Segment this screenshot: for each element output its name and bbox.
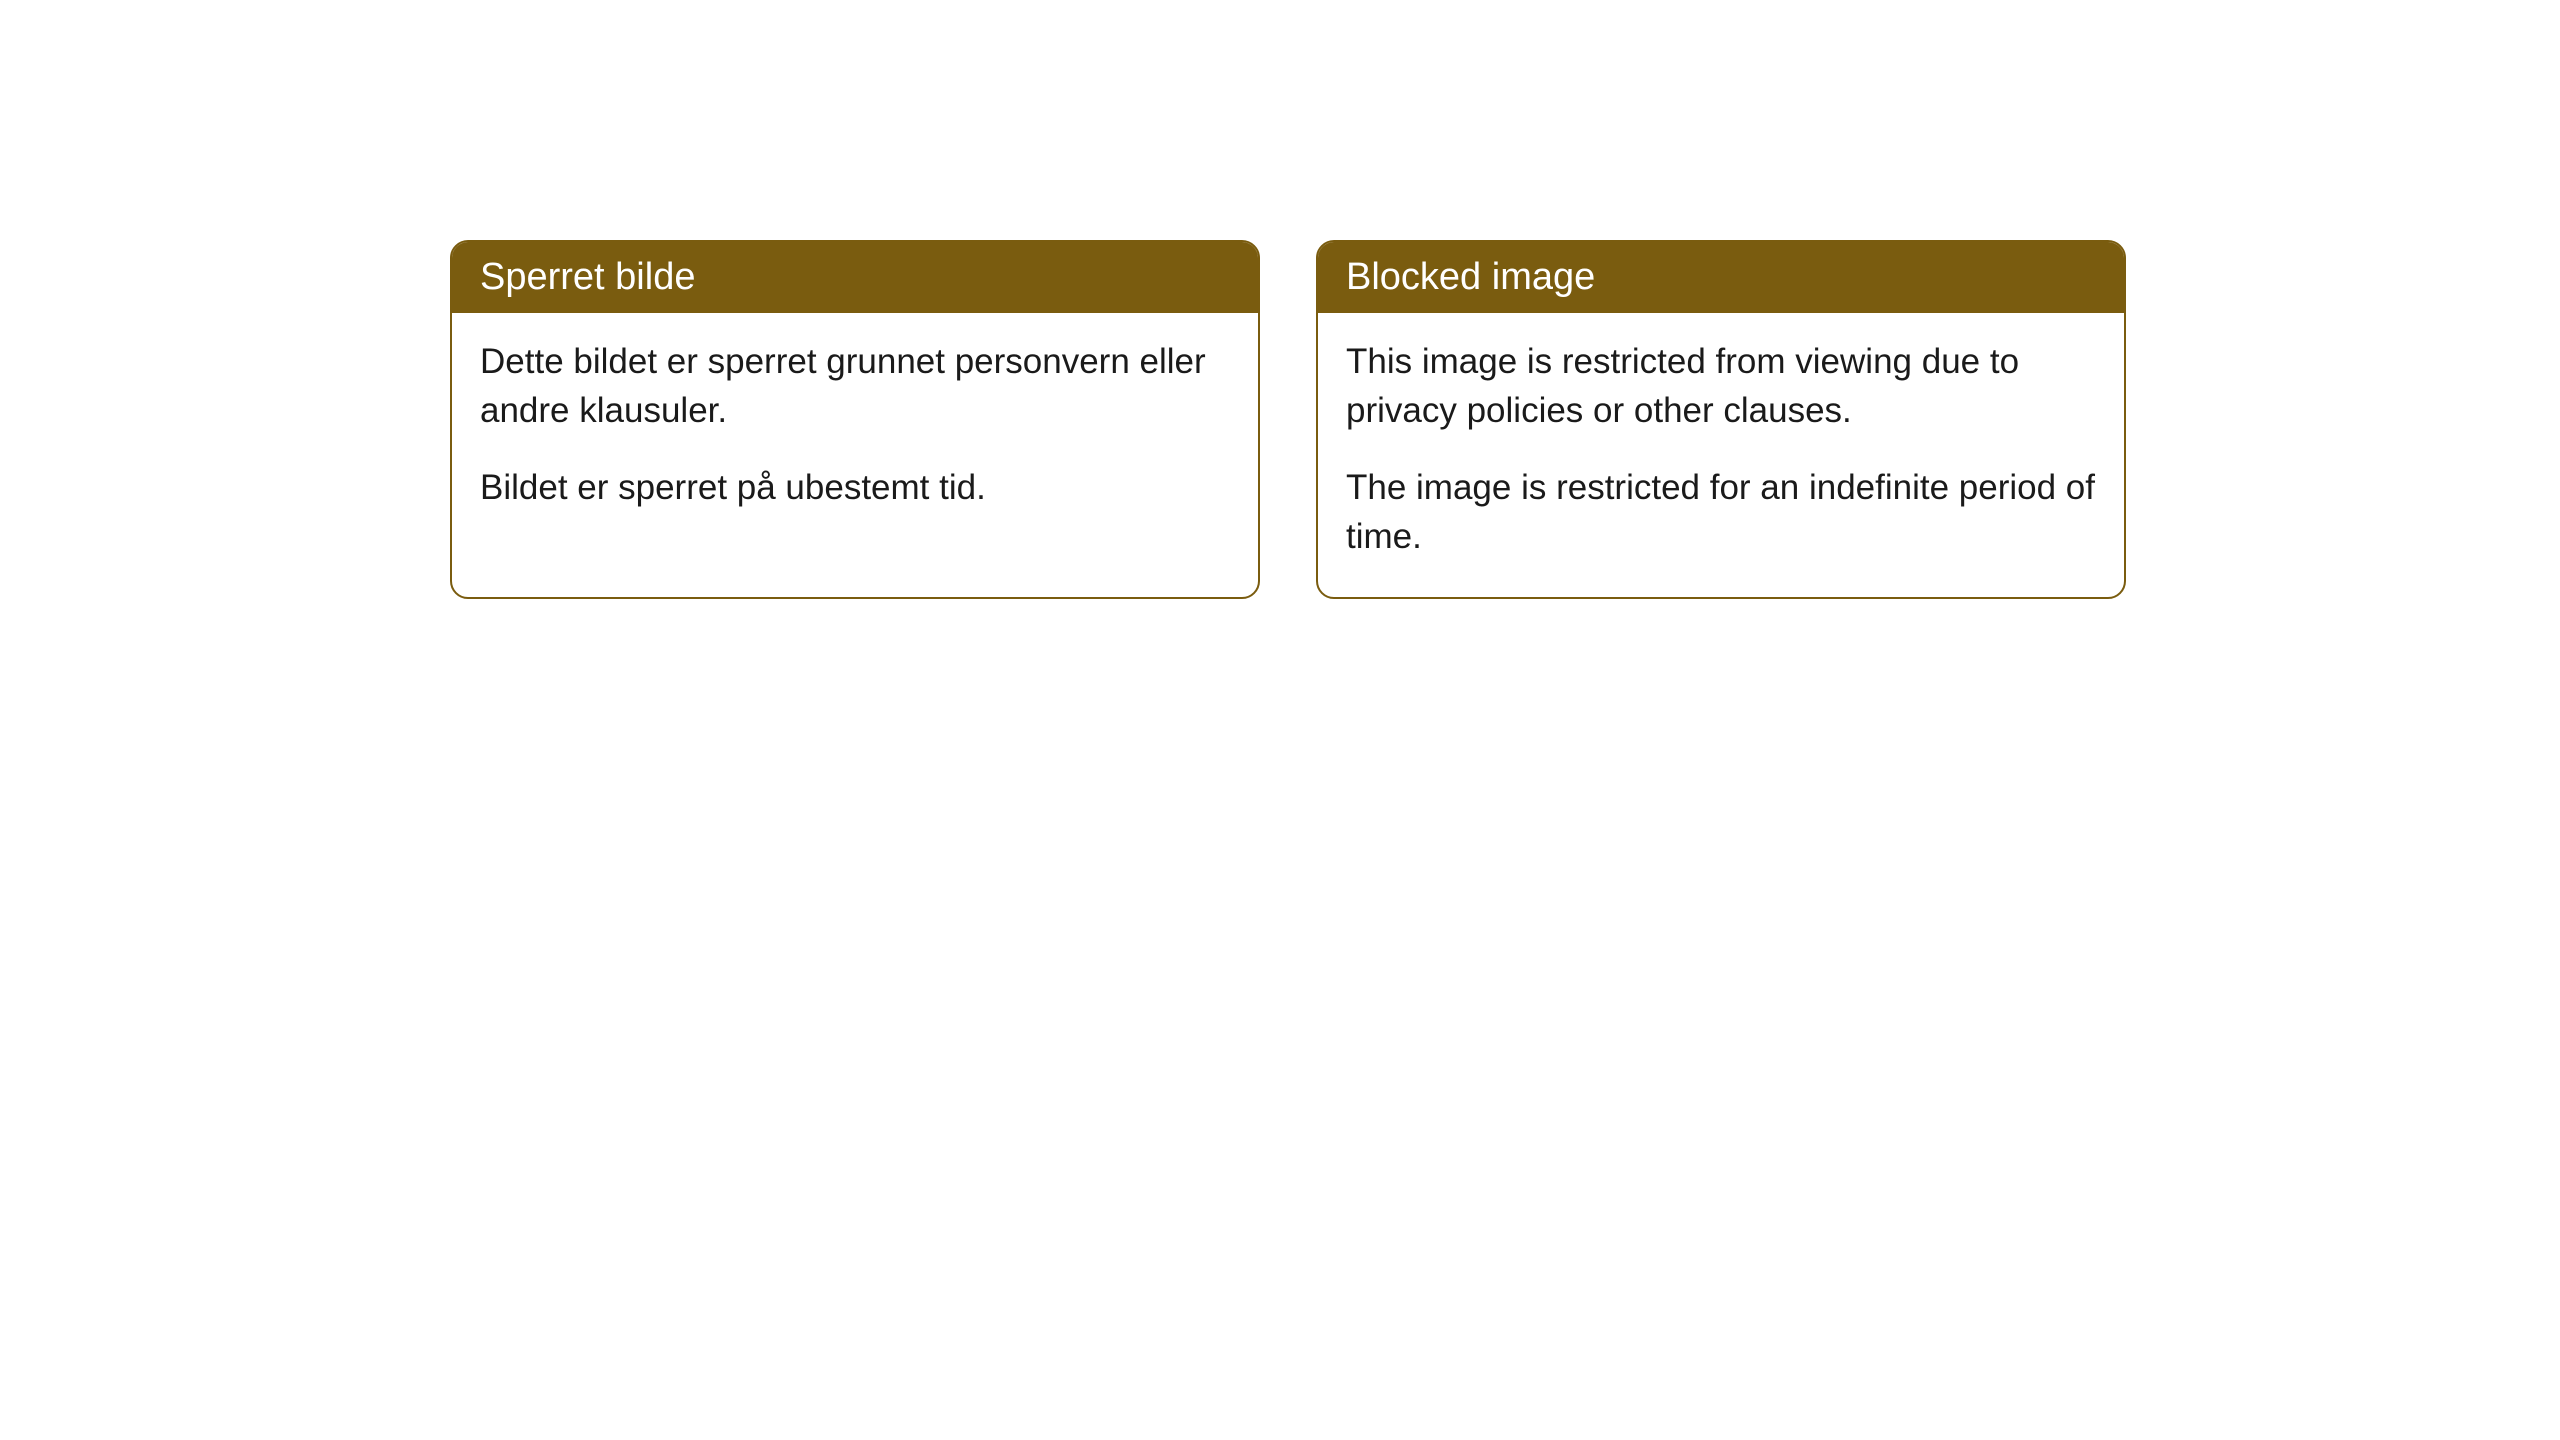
card-paragraph: Dette bildet er sperret grunnet personve… — [480, 337, 1230, 435]
card-paragraph: The image is restricted for an indefinit… — [1346, 463, 2096, 561]
card-header: Sperret bilde — [452, 242, 1258, 313]
blocked-image-card-english: Blocked image This image is restricted f… — [1316, 240, 2126, 599]
blocked-image-card-norwegian: Sperret bilde Dette bildet er sperret gr… — [450, 240, 1260, 599]
card-title: Sperret bilde — [480, 256, 695, 298]
notice-cards-container: Sperret bilde Dette bildet er sperret gr… — [450, 240, 2126, 599]
card-header: Blocked image — [1318, 242, 2124, 313]
card-body: This image is restricted from viewing du… — [1318, 313, 2124, 597]
card-body: Dette bildet er sperret grunnet personve… — [452, 313, 1258, 548]
card-title: Blocked image — [1346, 256, 1595, 298]
card-paragraph: Bildet er sperret på ubestemt tid. — [480, 463, 1230, 512]
card-paragraph: This image is restricted from viewing du… — [1346, 337, 2096, 435]
